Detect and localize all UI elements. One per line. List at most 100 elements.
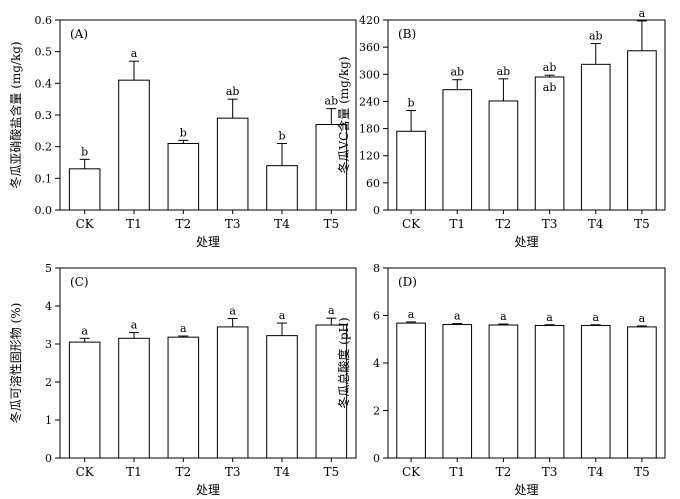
y-tick-label: 4 (373, 357, 380, 370)
y-tick-label: 120 (359, 150, 380, 163)
y-tick-label: 2 (45, 376, 52, 389)
x-tick-label: T4 (274, 217, 290, 231)
significance-letter: a (279, 309, 286, 322)
y-tick-label: 8 (373, 262, 380, 275)
x-tick-label: CK (76, 217, 95, 231)
significance-letter: b (408, 96, 415, 109)
x-tick-label: T2 (176, 465, 192, 479)
x-axis-label: 处理 (196, 483, 220, 497)
bar (266, 165, 298, 211)
panel-label: (B) (398, 27, 416, 41)
x-tick-label: T5 (634, 217, 650, 231)
bar (68, 168, 101, 211)
y-axis-label: 冬瓜总酸度 (pH) (336, 317, 351, 408)
plot-frame (59, 19, 357, 211)
y-tick-label: 360 (359, 41, 380, 54)
significance-letter: ab (497, 65, 511, 78)
significance-letter: a (81, 324, 88, 337)
bar (627, 50, 657, 211)
significance-letter: ab (325, 95, 339, 108)
significance-letter: a (639, 312, 646, 325)
x-tick-label: T3 (225, 217, 241, 231)
x-tick-label: T4 (588, 465, 604, 479)
x-tick-label: T1 (449, 217, 465, 231)
x-tick-label: T5 (634, 465, 650, 479)
y-tick-label: 4 (45, 300, 52, 313)
x-axis-label: 处理 (514, 235, 538, 249)
significance-letter: b (278, 130, 285, 143)
x-axis-label: 处理 (514, 483, 538, 497)
bar (68, 341, 101, 459)
y-tick-label: 0 (373, 204, 380, 217)
x-tick-label: T4 (274, 465, 290, 479)
panel-label: (D) (398, 275, 417, 289)
y-tick-label: 3 (45, 338, 52, 351)
plot-frame (387, 19, 666, 211)
x-tick-label: T1 (126, 217, 142, 231)
significance-letter: a (454, 310, 461, 323)
bar (442, 324, 473, 459)
significance-letter: a (180, 322, 187, 335)
y-tick-label: 240 (359, 95, 380, 108)
x-tick-label: T5 (324, 465, 340, 479)
y-axis-label: 冬瓜亚硝酸盐含量 (mg/kg) (8, 41, 23, 188)
x-tick-label: CK (402, 217, 421, 231)
x-axis-label: 处理 (196, 235, 220, 249)
y-tick-label: 0.6 (35, 14, 53, 27)
y-tick-label: 0.3 (35, 109, 53, 122)
significance-letter: a (131, 47, 138, 60)
bar (580, 324, 611, 459)
x-tick-label: T2 (496, 217, 512, 231)
y-tick-label: 0.0 (35, 204, 53, 217)
x-tick-label: T3 (225, 465, 241, 479)
y-tick-label: 0 (45, 452, 52, 465)
y-tick-label: 60 (366, 177, 380, 190)
bar (488, 324, 519, 459)
bar (396, 322, 426, 459)
y-tick-label: 2 (373, 405, 380, 418)
significance-letter: ab (450, 66, 464, 79)
y-tick-label: 0.5 (35, 46, 53, 59)
plot-frame (387, 267, 666, 459)
x-tick-label: CK (76, 465, 95, 479)
y-axis-label: 冬瓜可溶性固形物 (%) (8, 303, 23, 424)
bar (396, 130, 426, 211)
panel-label: (A) (70, 27, 88, 41)
y-tick-label: 0.2 (35, 141, 53, 154)
bar (488, 100, 519, 211)
significance-letter: b (180, 126, 187, 139)
bar (216, 117, 249, 211)
y-tick-label: 300 (359, 68, 380, 81)
significance-letter-inside: ab (543, 81, 557, 94)
significance-letter: a (592, 311, 599, 324)
significance-letter: a (328, 304, 335, 317)
bar (118, 79, 150, 211)
bar (534, 76, 565, 211)
significance-letter: a (229, 305, 236, 318)
x-tick-label: T4 (588, 217, 604, 231)
significance-letter: a (408, 308, 415, 321)
chart-panel-3: 0 1 2 3 4 5 a CK a T1 a T2 a T3 a T4 a T5 (C) 处理 冬瓜可溶性固形物 (%… (8, 262, 357, 497)
panel-label: (C) (70, 275, 89, 289)
x-tick-label: CK (402, 465, 421, 479)
chart-panel-1: 0.0 0.1 0.2 0.3 0.4 0.5 0.6 b CK a T1 b T2 ab T3 b T4 ab T… (8, 14, 357, 249)
y-tick-label: 0.4 (35, 77, 53, 90)
x-tick-label: T3 (542, 465, 558, 479)
bar (580, 63, 611, 211)
y-tick-label: 420 (359, 14, 380, 27)
significance-letter: a (500, 310, 507, 323)
bar (216, 326, 249, 459)
significance-letter: a (131, 319, 138, 332)
chart-panel-4: 0 2 4 6 8 a CK a T1 a T2 a T3 a T4 a T5 (D) 处理 冬瓜总酸度 (pH) (336, 262, 666, 497)
significance-letter: ab (543, 61, 557, 74)
plot-frame (59, 267, 357, 459)
x-tick-label: T2 (496, 465, 512, 479)
bar (167, 336, 200, 459)
bar (627, 326, 657, 459)
bar (266, 335, 298, 459)
y-tick-label: 0 (373, 452, 380, 465)
x-tick-label: T1 (449, 465, 465, 479)
y-axis-label: 冬瓜VC含量 (mg/kg) (336, 56, 351, 173)
significance-letter: b (81, 145, 88, 158)
